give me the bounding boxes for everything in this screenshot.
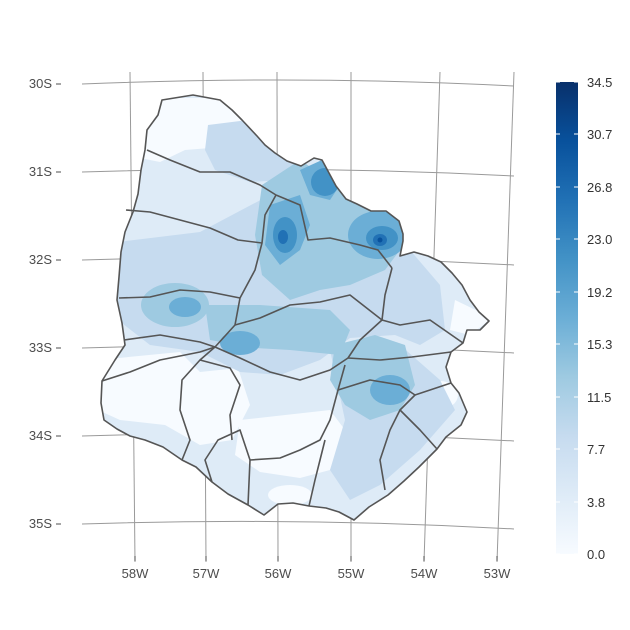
border-center-east xyxy=(381,267,464,344)
lon-label: 55W xyxy=(338,566,365,581)
lat-label: 34S xyxy=(29,428,52,443)
lat-label: 30S xyxy=(29,76,52,91)
meridian-53w xyxy=(496,71,515,563)
lon-label: 53W xyxy=(484,566,511,581)
border-sanjose-canelones xyxy=(204,429,251,506)
max-point xyxy=(377,237,383,243)
legend-label: 11.5 xyxy=(587,390,611,405)
department-borders xyxy=(100,94,490,521)
high-zone-north-center xyxy=(255,160,400,300)
mid-zone-north xyxy=(205,120,300,182)
border-rionegro-soriano xyxy=(123,334,216,348)
low-zone-east xyxy=(450,300,489,335)
lat-label: 33S xyxy=(29,340,52,355)
lon-label: 54W xyxy=(411,566,438,581)
longitude-labels: 58W 57W 56W 55W 54W 53W xyxy=(122,556,511,581)
border-artigas-salto xyxy=(146,149,277,196)
lat-label: 31S xyxy=(29,164,52,179)
border-lavalleja xyxy=(337,379,416,491)
legend-label: 26.8 xyxy=(587,180,612,195)
lon-label: 58W xyxy=(122,566,149,581)
border-salto-paysandu xyxy=(125,209,263,244)
low-zone-southwest xyxy=(101,352,250,445)
low-zone-north xyxy=(140,98,252,162)
max-zone-northwest xyxy=(278,230,288,244)
color-legend: 34.5 30.7 26.8 23.0 19.2 15.3 11.5 7.7 3… xyxy=(556,75,612,562)
legend-label: 15.3 xyxy=(587,337,612,352)
parallel-30s xyxy=(81,79,515,87)
border-durazno-north xyxy=(234,294,383,326)
peak-zone-center xyxy=(220,331,260,355)
lat-label: 32S xyxy=(29,252,52,267)
legend-bar xyxy=(556,82,578,554)
border-tacuarembo-rivera xyxy=(275,194,393,269)
country-outline xyxy=(100,94,490,521)
legend-label: 19.2 xyxy=(587,285,612,300)
lon-label: 56W xyxy=(265,566,292,581)
legend-label: 7.7 xyxy=(587,442,605,457)
core-zone-north xyxy=(311,168,339,196)
border-rocha xyxy=(399,409,438,450)
border-soriano-colonia xyxy=(101,346,216,382)
border-canelones-maldonado xyxy=(308,439,326,507)
low-spot-south xyxy=(268,485,312,505)
legend-label: 34.5 xyxy=(587,75,612,90)
border-treintaytres xyxy=(414,382,452,396)
latitude-labels: 30S 31S 32S 33S 34S 35S xyxy=(29,76,61,531)
peak-zone-west xyxy=(169,297,201,317)
legend-label: 30.7 xyxy=(587,127,612,142)
border-cerrolargo xyxy=(347,351,452,361)
border-flores-florida xyxy=(199,359,241,441)
border-paysandu-rionegro xyxy=(118,289,241,299)
parallel-35s xyxy=(81,520,515,530)
lat-label: 35S xyxy=(29,516,52,531)
legend-label: 0.0 xyxy=(587,547,605,562)
low-zone-south xyxy=(235,410,345,478)
legend-label: 3.8 xyxy=(587,495,605,510)
border-colonia-sanjose xyxy=(179,346,216,461)
legend-label: 23.0 xyxy=(587,232,612,247)
peak-zone-southeast xyxy=(370,375,410,405)
border-durazno-south xyxy=(214,319,383,381)
lon-label: 57W xyxy=(193,566,220,581)
